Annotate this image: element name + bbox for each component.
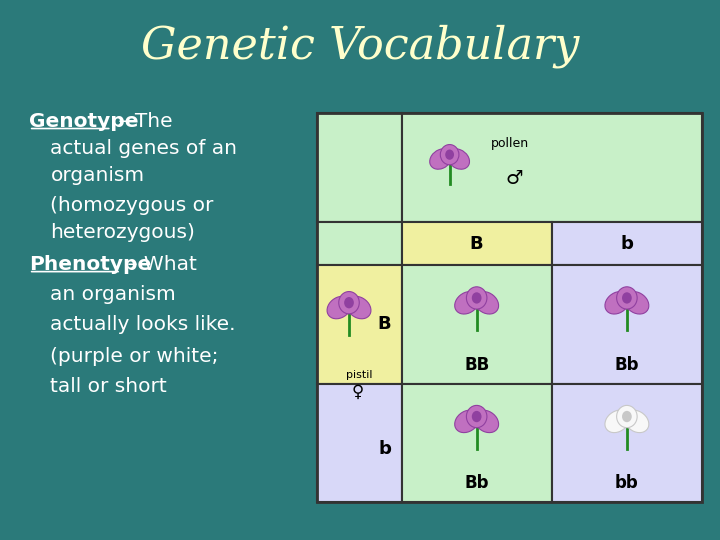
Bar (402, 222, 552, 265)
Ellipse shape (441, 145, 459, 165)
Text: actual genes of an: actual genes of an (50, 139, 238, 158)
Text: BB: BB (464, 356, 490, 374)
Ellipse shape (474, 292, 499, 314)
Text: organism: organism (50, 166, 145, 185)
Ellipse shape (605, 292, 629, 314)
Ellipse shape (346, 296, 371, 319)
Text: – What: – What (121, 255, 197, 274)
Text: tall or short: tall or short (50, 376, 167, 396)
Bar (552, 222, 702, 265)
Bar (317, 222, 402, 265)
Text: Phenotype: Phenotype (29, 255, 151, 274)
Ellipse shape (455, 292, 480, 314)
Ellipse shape (445, 150, 454, 160)
Ellipse shape (472, 411, 482, 422)
Text: Bb: Bb (464, 474, 489, 492)
Text: pollen: pollen (490, 137, 528, 150)
Ellipse shape (455, 410, 480, 433)
Bar (402, 113, 702, 222)
Bar (402, 265, 552, 383)
Text: pistil: pistil (346, 370, 372, 380)
Text: Genetic Vocabulary: Genetic Vocabulary (141, 24, 579, 68)
Ellipse shape (467, 406, 487, 428)
Ellipse shape (624, 292, 649, 314)
Ellipse shape (616, 406, 637, 428)
Bar (317, 113, 402, 222)
Text: Bb: Bb (615, 356, 639, 374)
Bar (317, 113, 702, 502)
Ellipse shape (338, 292, 359, 314)
Text: (purple or white;: (purple or white; (50, 347, 219, 366)
Ellipse shape (616, 287, 637, 309)
Text: – The: – The (112, 112, 172, 131)
Text: b: b (621, 235, 634, 253)
Ellipse shape (447, 149, 469, 169)
Text: B: B (378, 315, 392, 333)
Ellipse shape (624, 410, 649, 433)
Ellipse shape (622, 411, 631, 422)
Text: b: b (378, 440, 391, 458)
Text: bb: bb (615, 474, 639, 492)
Text: an organism: an organism (50, 285, 176, 304)
Ellipse shape (622, 292, 631, 303)
Ellipse shape (474, 410, 499, 433)
Text: actually looks like.: actually looks like. (50, 314, 236, 334)
Ellipse shape (605, 410, 629, 433)
Bar (317, 383, 402, 502)
Text: B: B (470, 235, 483, 253)
Ellipse shape (430, 149, 452, 169)
Ellipse shape (327, 296, 351, 319)
Bar (552, 383, 702, 502)
Text: heterozygous): heterozygous) (50, 222, 195, 242)
Text: Genotype: Genotype (29, 112, 138, 131)
Bar (402, 383, 552, 502)
Ellipse shape (472, 292, 482, 303)
Ellipse shape (467, 287, 487, 309)
Bar (317, 265, 402, 383)
Bar (552, 265, 702, 383)
Text: ♂: ♂ (505, 169, 523, 188)
Text: ♀: ♀ (351, 383, 364, 401)
Text: (homozygous or: (homozygous or (50, 195, 214, 215)
Ellipse shape (344, 297, 354, 308)
